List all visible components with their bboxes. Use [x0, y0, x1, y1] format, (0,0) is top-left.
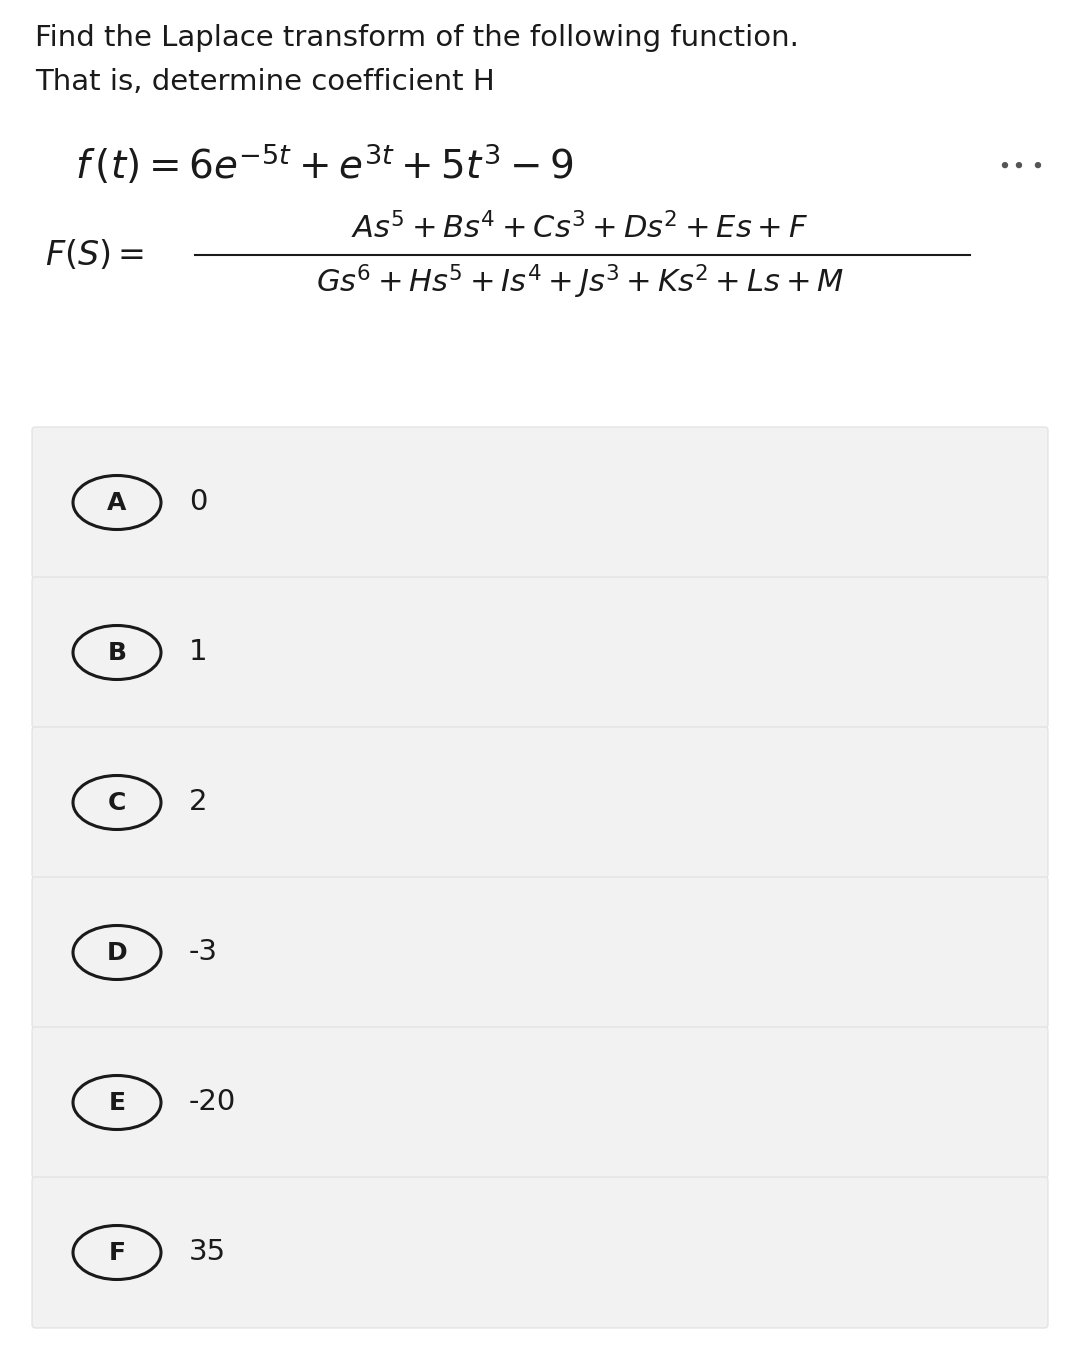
Text: $As^5 + Bs^4 + Cs^3 + Ds^2 + Es + F$: $As^5 + Bs^4 + Cs^3 + Ds^2 + Es + F$: [351, 211, 809, 244]
Text: $f\,(t) = 6e^{-5t} + e^{3t} + 5t^3 - 9$: $f\,(t) = 6e^{-5t} + e^{3t} + 5t^3 - 9$: [75, 143, 573, 187]
FancyBboxPatch shape: [32, 577, 1048, 727]
Text: D: D: [107, 940, 127, 964]
Text: 0: 0: [189, 489, 207, 516]
FancyBboxPatch shape: [32, 727, 1048, 878]
Text: A: A: [107, 490, 126, 515]
FancyBboxPatch shape: [32, 1026, 1048, 1179]
Text: Find the Laplace transform of the following function.: Find the Laplace transform of the follow…: [35, 24, 799, 53]
Text: -20: -20: [189, 1088, 237, 1117]
Text: 35: 35: [189, 1238, 226, 1266]
Text: F: F: [108, 1241, 125, 1265]
Text: $\bullet\!\bullet\!\bullet$: $\bullet\!\bullet\!\bullet$: [997, 155, 1043, 175]
Text: C: C: [108, 791, 126, 815]
Text: $F(S) =$: $F(S) =$: [45, 238, 145, 272]
Text: 1: 1: [189, 638, 207, 667]
Text: E: E: [108, 1091, 125, 1114]
FancyBboxPatch shape: [32, 427, 1048, 578]
Text: $Gs^6 + Hs^5 + Is^4 + Js^3 + Ks^2 + Ls + M$: $Gs^6 + Hs^5 + Is^4 + Js^3 + Ks^2 + Ls +…: [316, 263, 845, 302]
Text: B: B: [108, 641, 126, 664]
FancyBboxPatch shape: [32, 877, 1048, 1028]
Text: -3: -3: [189, 939, 218, 967]
Text: 2: 2: [189, 788, 207, 816]
Text: That is, determine coefficient H: That is, determine coefficient H: [35, 67, 495, 96]
FancyBboxPatch shape: [32, 1177, 1048, 1328]
